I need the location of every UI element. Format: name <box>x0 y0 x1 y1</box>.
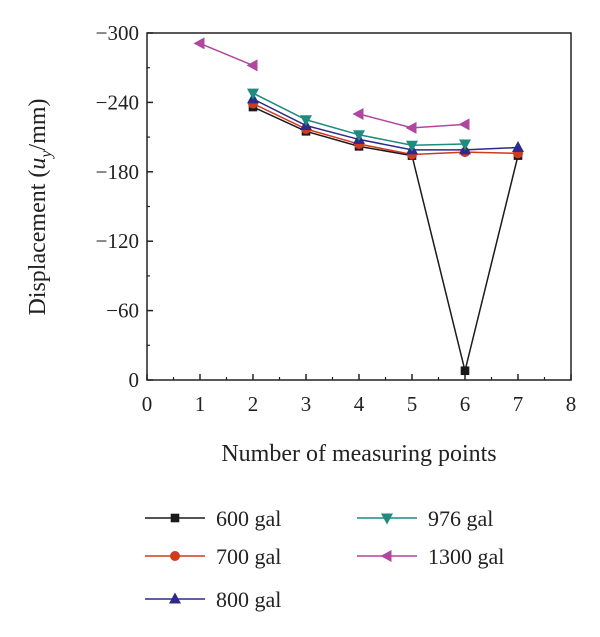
legend-item-1300-gal: 1300 gal <box>357 544 504 569</box>
legend-label: 1300 gal <box>428 544 504 569</box>
legend-label: 600 gal <box>216 506 281 531</box>
data-point-1300-gal <box>458 118 470 131</box>
data-point-1300-gal <box>352 107 364 120</box>
data-point-976-gal <box>300 115 312 127</box>
legend-marker-1300-gal <box>380 550 392 562</box>
series-line-600-gal <box>252 106 519 371</box>
data-point-976-gal <box>406 140 418 152</box>
data-point-976-gal <box>247 88 259 100</box>
data-point-800-gal <box>512 141 524 153</box>
legend-item-700-gal: 700 gal <box>145 544 281 569</box>
legend-marker-976-gal <box>381 513 393 525</box>
ticks: 0 1 2 3 4 5 6 7 8 0 −60 −120 −180 −240 −300 <box>96 21 577 416</box>
x-axis-title: Number of measuring points <box>221 441 496 467</box>
y-tick-label: 0 <box>129 368 140 392</box>
data-point-976-gal <box>459 139 471 151</box>
legend-label: 700 gal <box>216 544 281 569</box>
x-tick-label: 2 <box>248 392 259 416</box>
y-axis-title-var: u <box>25 158 51 170</box>
series-line-800-gal <box>252 98 519 151</box>
series-976-gal <box>247 88 471 152</box>
x-tick-label: 0 <box>142 392 153 416</box>
legend-marker-600-gal <box>170 513 180 523</box>
plot-frame <box>146 32 572 381</box>
legend-label: 976 gal <box>428 506 493 531</box>
x-tick-label: 1 <box>195 392 206 416</box>
y-axis-title-prefix: Displacement ( <box>25 170 51 316</box>
legend: 600 gal 700 gal 800 gal 976 gal 1300 gal <box>145 506 504 612</box>
x-tick-label: 4 <box>354 392 365 416</box>
y-tick-label: −240 <box>96 90 139 114</box>
data-point-1300-gal <box>246 59 258 72</box>
axes <box>146 32 572 381</box>
data-point-600-gal <box>460 366 470 376</box>
data-point-976-gal <box>353 130 365 142</box>
series-line-1300-gal <box>199 42 254 67</box>
x-tick-label: 8 <box>566 392 577 416</box>
series-line-700-gal <box>252 102 519 156</box>
legend-item-976-gal: 976 gal <box>357 506 493 531</box>
x-tick-label: 7 <box>513 392 524 416</box>
y-tick-label: −120 <box>96 229 139 253</box>
y-axis-title: Displacement (uy/mm) <box>25 98 55 315</box>
y-tick-label: −60 <box>106 299 139 323</box>
series <box>193 37 524 376</box>
legend-item-600-gal: 600 gal <box>145 506 281 531</box>
legend-marker-800-gal <box>169 592 181 604</box>
y-tick-label: −180 <box>96 160 139 184</box>
x-tick-label: 5 <box>407 392 418 416</box>
legend-label: 800 gal <box>216 587 281 612</box>
y-tick-label: −300 <box>96 21 139 45</box>
series-1300-gal <box>193 37 470 134</box>
x-tick-label: 6 <box>460 392 471 416</box>
legend-marker-700-gal <box>170 551 180 561</box>
legend-item-800-gal: 800 gal <box>145 587 281 612</box>
data-point-1300-gal <box>193 37 205 50</box>
y-axis-title-sub: y <box>38 150 55 160</box>
y-axis-title-suffix: /mm) <box>25 98 51 150</box>
series-600-gal <box>248 102 523 376</box>
x-tick-label: 3 <box>301 392 312 416</box>
data-point-1300-gal <box>405 121 417 134</box>
